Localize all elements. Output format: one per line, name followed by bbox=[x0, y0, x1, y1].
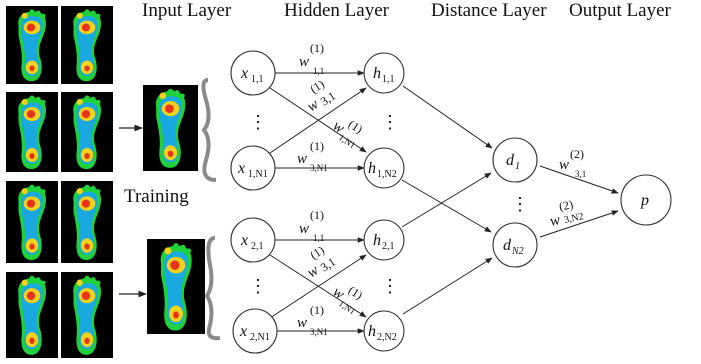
header-hidden-layer: Hidden Layer bbox=[284, 0, 389, 21]
weight-label: w (1) 3,N1 bbox=[297, 303, 328, 337]
weight-label: w (2) 3,N2 bbox=[549, 197, 585, 230]
svg-text:(2): (2) bbox=[570, 147, 584, 161]
foot-image bbox=[6, 272, 58, 358]
svg-text:1,1: 1,1 bbox=[382, 74, 395, 85]
svg-text:1,N1: 1,N1 bbox=[337, 298, 357, 316]
edge bbox=[402, 85, 493, 149]
svg-text:w: w bbox=[299, 54, 309, 70]
svg-text:1,1: 1,1 bbox=[313, 66, 324, 76]
svg-text:3,1: 3,1 bbox=[318, 255, 338, 275]
weight-label: w (1) 1,N1 bbox=[330, 283, 365, 316]
svg-text:3,N1: 3,N1 bbox=[310, 163, 328, 173]
node-d-n2: d N2 bbox=[492, 222, 538, 268]
weight-label: w (1) 1,1 bbox=[299, 208, 324, 243]
svg-text:(1): (1) bbox=[346, 283, 365, 302]
svg-text:h: h bbox=[368, 160, 376, 177]
svg-text:2,N1: 2,N1 bbox=[250, 332, 270, 343]
svg-text:p: p bbox=[640, 192, 649, 209]
svg-text:2,1: 2,1 bbox=[251, 241, 264, 252]
svg-text:(1): (1) bbox=[310, 208, 324, 222]
ellipsis-x2: ⋮ bbox=[249, 276, 267, 296]
node-h-2-n2: h 2,N2 bbox=[363, 310, 405, 352]
foot-image bbox=[61, 6, 113, 84]
svg-text:1,1: 1,1 bbox=[251, 74, 264, 85]
weight-label: w (1) 1,1 bbox=[299, 41, 324, 76]
svg-text:h: h bbox=[373, 232, 381, 249]
svg-text:(1): (1) bbox=[310, 41, 324, 55]
svg-text:2,N2: 2,N2 bbox=[377, 332, 397, 343]
svg-text:1: 1 bbox=[515, 161, 520, 172]
svg-text:(2): (2) bbox=[558, 197, 575, 214]
svg-text:w: w bbox=[559, 157, 569, 173]
edge bbox=[269, 87, 367, 154]
edge bbox=[539, 165, 619, 194]
svg-text:3,1: 3,1 bbox=[318, 89, 338, 109]
foot-image bbox=[6, 6, 58, 84]
weight-label: w (1) 1,N1 bbox=[330, 117, 365, 150]
node-x-2-1: x 2,1 bbox=[230, 217, 276, 263]
edge bbox=[539, 210, 619, 238]
svg-text:2,1: 2,1 bbox=[382, 241, 395, 252]
foot-image bbox=[6, 181, 58, 263]
svg-text:3,N2: 3,N2 bbox=[563, 211, 585, 226]
node-x-2-n1: x 2,N1 bbox=[232, 308, 278, 354]
ellipsis-x1: ⋮ bbox=[249, 112, 267, 132]
svg-text:3,1: 3,1 bbox=[575, 169, 586, 179]
svg-text:1,N2: 1,N2 bbox=[377, 169, 397, 180]
foot-image bbox=[61, 181, 113, 263]
svg-text:x: x bbox=[240, 65, 248, 82]
svg-text:x: x bbox=[237, 160, 245, 177]
svg-text:h: h bbox=[373, 65, 381, 82]
svg-text:w: w bbox=[297, 315, 307, 331]
svg-text:w: w bbox=[549, 212, 562, 230]
weight-label: w (1) 3,1 bbox=[304, 77, 338, 115]
edge bbox=[269, 254, 367, 319]
svg-text:1,N1: 1,N1 bbox=[248, 169, 268, 180]
node-h-1-1: h 1,1 bbox=[363, 52, 405, 94]
ellipsis-h2: ⋮ bbox=[381, 276, 399, 296]
ellipsis-d: ⋮ bbox=[511, 194, 529, 214]
svg-text:w: w bbox=[297, 151, 307, 167]
svg-text:(1): (1) bbox=[310, 139, 324, 153]
svg-text:(1): (1) bbox=[307, 77, 326, 96]
input-foot-image-2 bbox=[147, 239, 205, 334]
svg-text:d: d bbox=[503, 237, 512, 254]
bracket-top bbox=[201, 78, 217, 182]
weight-label: w (2) 3,1 bbox=[559, 147, 586, 179]
node-x-1-n1: x 1,N1 bbox=[230, 145, 276, 191]
foot-image bbox=[6, 92, 58, 172]
svg-text:x: x bbox=[240, 232, 248, 249]
foot-image bbox=[61, 272, 113, 358]
svg-text:(1): (1) bbox=[310, 303, 324, 317]
svg-text:N2: N2 bbox=[511, 246, 524, 257]
svg-text:d: d bbox=[506, 152, 515, 169]
header-output-layer: Output Layer bbox=[569, 0, 671, 21]
header-distance-layer: Distance Layer bbox=[431, 0, 547, 21]
ellipsis-h1: ⋮ bbox=[381, 112, 399, 132]
svg-text:x: x bbox=[239, 323, 247, 340]
svg-text:1,1: 1,1 bbox=[313, 233, 324, 243]
header-input-layer: Input Layer bbox=[142, 0, 232, 21]
edge bbox=[402, 257, 493, 315]
node-h-1-n2: h 1,N2 bbox=[363, 147, 405, 189]
svg-text:w: w bbox=[299, 221, 309, 237]
input-foot-image-1 bbox=[143, 85, 198, 171]
node-p-output: p bbox=[620, 174, 672, 226]
svg-text:(1): (1) bbox=[307, 243, 326, 262]
training-label: Training bbox=[124, 186, 189, 207]
node-x-1-1: x 1,1 bbox=[230, 50, 276, 96]
weight-label: w (1) 3,N1 bbox=[297, 139, 328, 173]
foot-image bbox=[61, 92, 113, 172]
edge bbox=[401, 179, 492, 233]
svg-text:1,N1: 1,N1 bbox=[337, 132, 357, 150]
edge bbox=[401, 172, 492, 228]
svg-text:h: h bbox=[368, 323, 376, 340]
node-h-2-1: h 2,1 bbox=[363, 219, 405, 261]
bracket-bottom bbox=[204, 236, 221, 341]
svg-text:(1): (1) bbox=[346, 117, 365, 136]
svg-text:3,N1: 3,N1 bbox=[310, 327, 328, 337]
